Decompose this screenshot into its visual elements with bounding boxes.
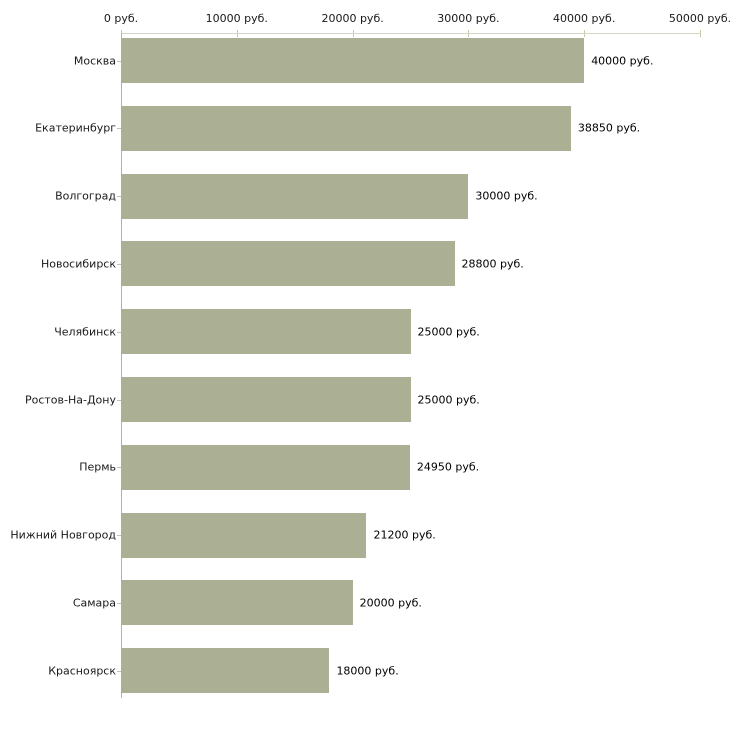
value-label: 38850 руб. bbox=[577, 121, 641, 135]
category-label: Екатеринбург bbox=[35, 121, 116, 135]
y-tick-mark bbox=[117, 331, 121, 333]
x-tick-mark bbox=[700, 30, 701, 37]
x-tick-label: 20000 руб. bbox=[321, 12, 384, 25]
x-tick-label: 0 руб. bbox=[103, 12, 139, 25]
y-tick-mark bbox=[117, 399, 121, 401]
bar bbox=[121, 580, 353, 626]
x-axis-line bbox=[121, 33, 700, 34]
bar bbox=[121, 309, 411, 355]
value-label: 21200 руб. bbox=[373, 528, 436, 542]
bar-row: Новосибирск 28800 руб. bbox=[0, 241, 730, 287]
bar bbox=[121, 173, 469, 219]
bar-row: Москва 40000 руб. bbox=[0, 38, 730, 83]
category-label: Самара bbox=[72, 596, 116, 610]
bar-row: Нижний Новгород 21200 руб. bbox=[0, 512, 730, 558]
value-label: 24950 руб. bbox=[416, 460, 480, 474]
value-label: 25000 руб. bbox=[417, 325, 480, 339]
value-label: 18000 руб. bbox=[336, 664, 399, 678]
bar bbox=[121, 512, 367, 558]
category-label: Нижний Новгород bbox=[10, 528, 116, 542]
y-tick-mark bbox=[117, 467, 121, 469]
x-tick-label: 30000 руб. bbox=[437, 12, 500, 25]
bar-row: Самара 20000 руб. bbox=[0, 580, 730, 626]
y-tick-mark bbox=[117, 670, 121, 672]
category-label: Пермь bbox=[79, 460, 116, 474]
bar bbox=[121, 241, 455, 287]
y-tick-mark bbox=[117, 196, 121, 198]
bar bbox=[121, 444, 410, 490]
bar bbox=[121, 38, 585, 83]
value-label: 20000 руб. bbox=[359, 596, 422, 610]
y-tick-mark bbox=[117, 602, 121, 604]
y-tick-mark bbox=[117, 60, 121, 62]
value-label: 40000 руб. bbox=[591, 54, 654, 67]
bar-row: Красноярск 18000 руб. bbox=[0, 648, 730, 694]
x-tick-label: 50000 руб. bbox=[668, 12, 730, 25]
bar-row: Екатеринбург 38850 руб. bbox=[0, 105, 730, 151]
y-axis-line bbox=[121, 33, 122, 698]
value-label: 30000 руб. bbox=[475, 189, 538, 203]
bar-row: Волгоград 30000 руб. bbox=[0, 173, 730, 219]
y-tick-mark bbox=[117, 535, 121, 537]
category-label: Ростов-На-Дону bbox=[24, 393, 116, 406]
x-tick-label: 40000 руб. bbox=[553, 12, 616, 25]
bar bbox=[121, 648, 330, 694]
value-label: 25000 руб. bbox=[417, 393, 480, 406]
bar bbox=[121, 377, 411, 422]
bar-row: Ростов-На-Дону 25000 руб. bbox=[0, 377, 730, 422]
category-label: Новосибирск bbox=[40, 257, 116, 271]
bar-row: Пермь 24950 руб. bbox=[0, 444, 730, 490]
category-label: Челябинск bbox=[54, 325, 116, 339]
category-label: Красноярск bbox=[48, 664, 116, 678]
y-tick-mark bbox=[117, 263, 121, 265]
x-tick-label: 10000 руб. bbox=[205, 12, 268, 25]
y-tick-mark bbox=[117, 128, 121, 130]
bar bbox=[121, 105, 571, 151]
bar-row: Челябинск 25000 руб. bbox=[0, 309, 730, 355]
category-label: Волгоград bbox=[55, 189, 116, 203]
value-label: 28800 руб. bbox=[461, 257, 524, 271]
category-label: Москва bbox=[73, 54, 116, 67]
